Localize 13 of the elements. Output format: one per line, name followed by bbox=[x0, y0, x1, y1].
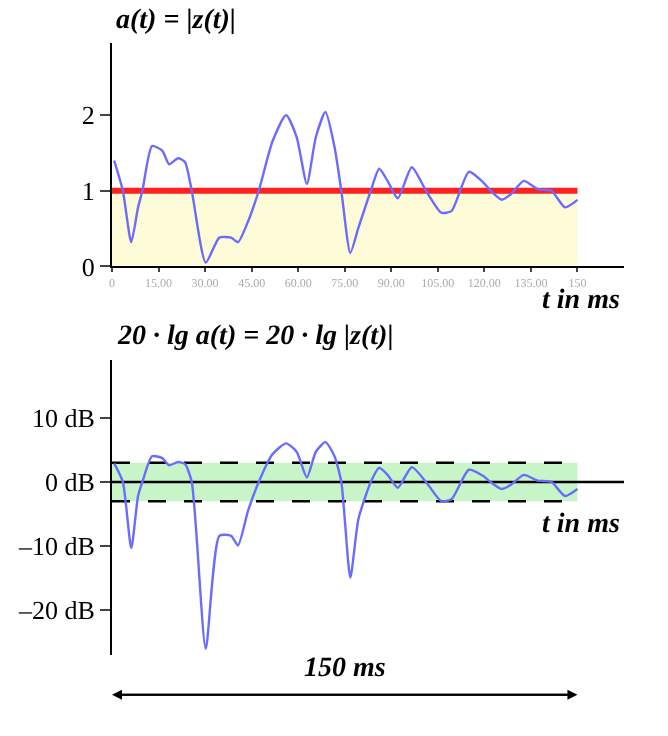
y-tick-label: 2 bbox=[81, 100, 95, 131]
annotation: 150 ms bbox=[304, 654, 387, 684]
y-tick-label: –20 dB bbox=[16, 595, 96, 626]
y-tick-label: 10 dB bbox=[31, 402, 96, 433]
y-tick-label: 1 bbox=[81, 175, 95, 206]
y-tick-label: –10 dB bbox=[16, 531, 96, 562]
x-axis-title: t in ms bbox=[542, 510, 621, 540]
line-series bbox=[112, 110, 579, 264]
line-series bbox=[112, 440, 579, 650]
y-axis-title: 20 · lg a(t) = 20 · lg |z(t)| bbox=[116, 322, 394, 352]
y-axis-title: a(t) = |z(t)| bbox=[116, 6, 237, 36]
x-axis-title: t in ms bbox=[542, 286, 621, 316]
y-tick-label: 0 dB bbox=[44, 467, 96, 498]
